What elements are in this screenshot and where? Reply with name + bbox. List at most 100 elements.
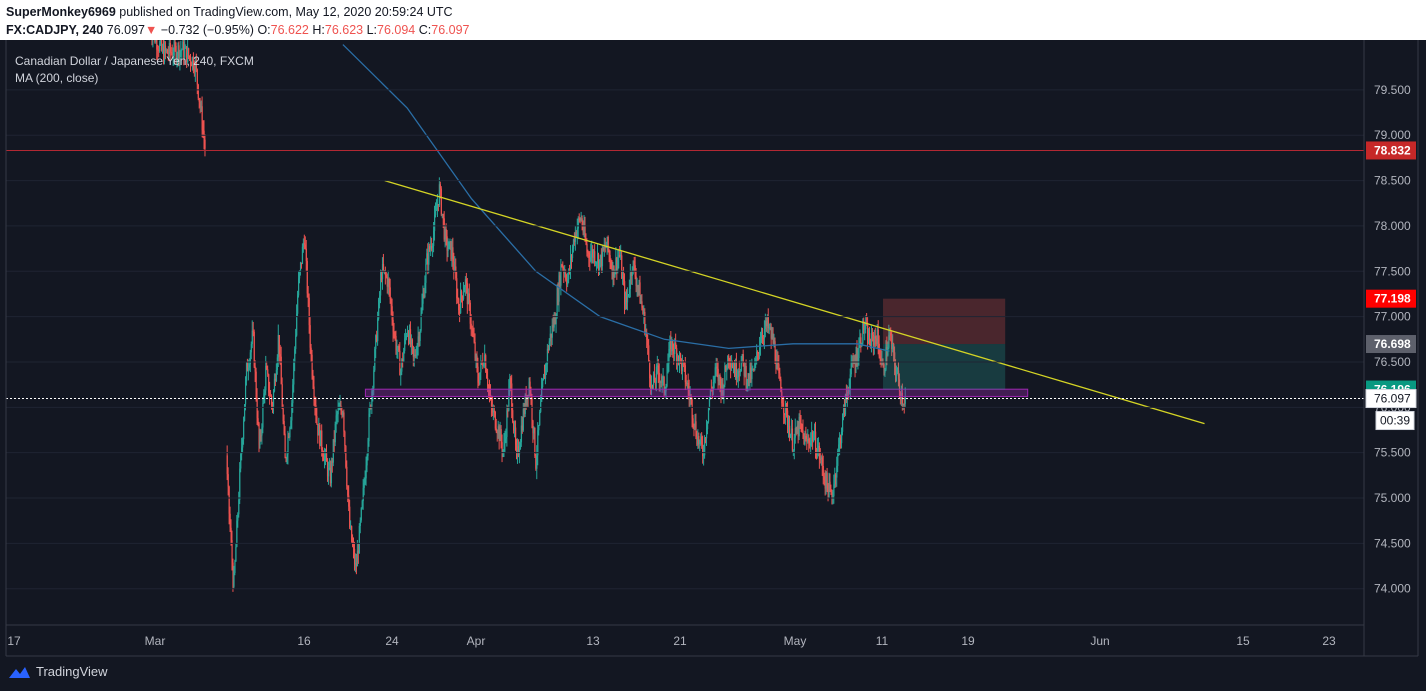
candle-body xyxy=(724,365,726,385)
candle-body xyxy=(599,255,602,260)
candle-body xyxy=(796,425,798,434)
candle-body xyxy=(683,362,686,366)
candle-body xyxy=(753,368,755,370)
horizontal-line-price-label: 78.832 xyxy=(1374,143,1411,157)
candle-body xyxy=(440,188,442,215)
candle-body xyxy=(348,495,350,507)
candle-body xyxy=(616,257,618,270)
candle-body xyxy=(571,248,574,259)
y-tick-label: 78.000 xyxy=(1374,219,1411,233)
candle-body xyxy=(179,50,181,60)
x-tick-label: 24 xyxy=(385,634,399,648)
candle-body xyxy=(760,336,763,343)
candle-body xyxy=(340,405,342,411)
candle-body xyxy=(291,403,293,421)
candle-body xyxy=(596,262,598,264)
candle-body xyxy=(386,276,388,287)
candle-body xyxy=(592,249,594,258)
candle-body xyxy=(508,389,510,411)
candle-body xyxy=(805,435,807,440)
descending-trendline[interactable] xyxy=(384,179,1205,425)
take-profit-zone[interactable] xyxy=(883,344,1006,390)
x-tick-label: 15 xyxy=(1236,634,1250,648)
candle-body xyxy=(742,354,744,363)
candle-body xyxy=(769,327,771,329)
candle-body xyxy=(328,467,331,469)
candle-body xyxy=(324,455,326,461)
candle-body xyxy=(299,262,302,272)
candle-body xyxy=(734,362,737,376)
candle-body xyxy=(159,43,161,51)
candle-body xyxy=(572,239,575,249)
candle-body xyxy=(304,244,306,249)
candle-body xyxy=(883,364,885,373)
candle-body xyxy=(502,450,504,453)
candle-body xyxy=(577,218,579,229)
candle-body xyxy=(791,428,794,451)
candle-body xyxy=(241,447,243,455)
candle-body xyxy=(266,365,268,370)
candle-body xyxy=(704,437,706,456)
candle-body xyxy=(764,320,767,329)
price-chart[interactable]: 79.500 79.000 78.500 78.000 77.500 77.000 76.5… xyxy=(0,40,1426,691)
candle-body xyxy=(847,391,849,393)
candle-body xyxy=(162,47,164,50)
candle-body xyxy=(875,338,877,345)
candle-body xyxy=(738,371,741,373)
candle-body xyxy=(606,236,608,246)
candle-body xyxy=(610,263,612,267)
candle-body xyxy=(767,316,769,328)
candle-body xyxy=(580,218,582,221)
candle-body xyxy=(446,236,448,251)
candle-body xyxy=(293,362,295,385)
candle-body xyxy=(541,387,543,402)
candle-body xyxy=(761,336,764,339)
candle-body xyxy=(501,442,503,453)
candle-body xyxy=(660,381,662,383)
candle-body xyxy=(457,298,459,300)
publish-info: published on TradingView.com, May 12, 20… xyxy=(119,5,453,19)
candle-body xyxy=(306,261,308,294)
candle-body xyxy=(161,40,163,50)
candle-body xyxy=(838,444,840,452)
candle-body xyxy=(812,432,814,442)
candle-body xyxy=(626,295,629,303)
candle-body xyxy=(327,467,330,477)
candle-body xyxy=(255,371,257,399)
candle-body xyxy=(331,461,333,463)
candle-body xyxy=(802,430,804,434)
candle-body xyxy=(727,355,729,370)
author-name[interactable]: SuperMonkey6969 xyxy=(6,5,116,19)
candle-body xyxy=(824,479,826,489)
candle-body xyxy=(624,281,626,305)
candle-body xyxy=(250,343,252,353)
candle-body xyxy=(607,236,609,251)
x-tick-label: 21 xyxy=(673,634,687,648)
candle-body xyxy=(535,455,537,469)
candle-body xyxy=(184,48,186,58)
entry-price-label-bg xyxy=(1366,335,1416,354)
candle-body xyxy=(867,324,869,344)
candle-body xyxy=(454,266,456,272)
candle-body xyxy=(226,455,228,475)
candle-body xyxy=(549,333,551,342)
candle-body xyxy=(395,335,397,351)
candle-body xyxy=(751,368,753,379)
candle-body xyxy=(782,403,784,407)
candle-body xyxy=(392,319,394,332)
candle-body xyxy=(609,255,611,264)
tradingview-logo[interactable]: TradingView xyxy=(6,664,108,679)
candle-body xyxy=(697,435,699,445)
candle-body xyxy=(195,60,197,70)
stop-loss-zone[interactable] xyxy=(883,298,1006,345)
candle-body xyxy=(427,253,429,265)
candle-body xyxy=(397,346,399,350)
candle-body xyxy=(323,456,325,461)
candle-body xyxy=(627,294,630,296)
support-zone[interactable] xyxy=(364,388,1029,397)
candle-body xyxy=(603,246,605,251)
candle-body xyxy=(844,394,847,415)
candle-body xyxy=(739,371,741,373)
candle-body xyxy=(461,296,464,300)
candle-body xyxy=(646,332,648,340)
